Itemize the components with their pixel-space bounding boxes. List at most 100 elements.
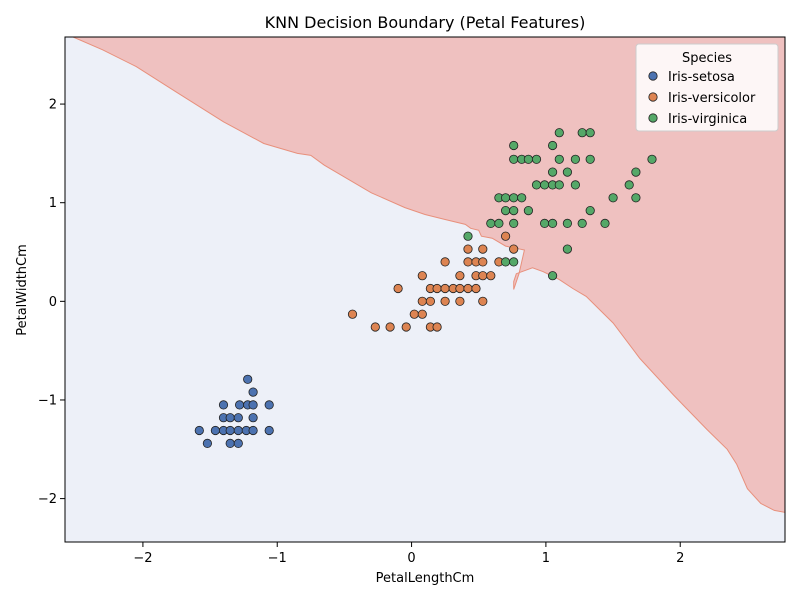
point-iris-setosa bbox=[225, 413, 235, 423]
point-iris-virginica bbox=[486, 218, 496, 228]
point-iris-virginica bbox=[509, 193, 519, 203]
point-iris-virginica bbox=[500, 193, 511, 203]
point-iris-setosa bbox=[202, 438, 212, 448]
x-tick-label: −1 bbox=[268, 551, 287, 566]
point-iris-virginica bbox=[562, 167, 573, 177]
chart-title: KNN Decision Boundary (Petal Features) bbox=[265, 13, 586, 32]
point-iris-virginica bbox=[631, 167, 641, 177]
point-iris-versicolor bbox=[432, 283, 442, 294]
point-iris-virginica bbox=[509, 206, 519, 216]
point-iris-versicolor bbox=[486, 271, 496, 281]
y-tick-label: −1 bbox=[38, 393, 57, 408]
point-iris-versicolor bbox=[370, 322, 380, 332]
x-tick-label: −2 bbox=[133, 551, 152, 566]
point-iris-setosa bbox=[233, 425, 243, 436]
point-iris-versicolor bbox=[463, 283, 473, 294]
legend-box bbox=[635, 43, 779, 132]
legend-label: Iris-virginica bbox=[668, 112, 747, 127]
x-tick-label: 2 bbox=[676, 551, 684, 566]
point-iris-virginica bbox=[539, 218, 550, 228]
point-iris-virginica bbox=[554, 180, 564, 190]
point-iris-virginica bbox=[600, 218, 610, 228]
point-iris-versicolor bbox=[347, 309, 358, 319]
point-iris-versicolor bbox=[432, 322, 442, 332]
point-iris-versicolor bbox=[401, 322, 411, 332]
point-iris-virginica bbox=[570, 180, 581, 190]
point-iris-virginica bbox=[523, 206, 534, 216]
point-iris-versicolor bbox=[385, 322, 395, 332]
point-iris-setosa bbox=[225, 425, 235, 436]
x-tick-label: 1 bbox=[542, 551, 550, 566]
point-iris-setosa bbox=[264, 400, 274, 410]
point-iris-virginica bbox=[531, 180, 542, 190]
point-iris-virginica bbox=[585, 206, 595, 216]
point-iris-setosa bbox=[248, 400, 258, 410]
point-iris-virginica bbox=[647, 154, 657, 164]
y-tick-label: 0 bbox=[49, 295, 57, 310]
legend-marker bbox=[648, 71, 658, 81]
point-iris-virginica bbox=[585, 128, 595, 138]
point-iris-virginica bbox=[509, 154, 519, 164]
x-tick-label: 0 bbox=[407, 551, 415, 566]
point-iris-virginica bbox=[554, 154, 564, 164]
point-iris-versicolor bbox=[440, 257, 450, 267]
point-iris-setosa bbox=[194, 425, 204, 436]
y-tick-label: 1 bbox=[49, 196, 57, 211]
point-iris-versicolor bbox=[409, 309, 419, 319]
point-iris-versicolor bbox=[478, 244, 488, 254]
point-iris-virginica bbox=[585, 154, 595, 164]
point-iris-setosa bbox=[210, 425, 220, 436]
point-iris-setosa bbox=[248, 413, 258, 423]
point-iris-versicolor bbox=[500, 231, 511, 241]
point-iris-versicolor bbox=[509, 244, 519, 254]
point-iris-virginica bbox=[517, 193, 527, 203]
data-points bbox=[194, 128, 657, 448]
point-iris-setosa bbox=[233, 438, 243, 448]
legend: Species Iris-setosa Iris-versicolor Iris-v… bbox=[635, 43, 779, 132]
decision-regions bbox=[65, 37, 785, 542]
point-iris-virginica bbox=[509, 218, 519, 228]
point-iris-virginica bbox=[531, 154, 542, 164]
point-iris-setosa bbox=[235, 400, 245, 410]
point-iris-versicolor bbox=[417, 271, 427, 281]
legend-marker bbox=[648, 113, 658, 123]
point-iris-versicolor bbox=[417, 296, 427, 306]
point-iris-virginica bbox=[509, 257, 519, 267]
point-iris-versicolor bbox=[455, 271, 465, 281]
point-iris-virginica bbox=[608, 193, 618, 203]
point-iris-versicolor bbox=[425, 296, 435, 306]
point-iris-versicolor bbox=[440, 283, 450, 294]
point-iris-virginica bbox=[554, 128, 564, 138]
point-iris-setosa bbox=[225, 438, 235, 448]
point-iris-virginica bbox=[577, 218, 587, 228]
point-iris-setosa bbox=[218, 400, 229, 410]
point-iris-virginica bbox=[539, 180, 550, 190]
point-iris-virginica bbox=[631, 193, 641, 203]
region-iris-virginica bbox=[72, 37, 785, 513]
point-iris-setosa bbox=[264, 425, 274, 436]
point-iris-versicolor bbox=[455, 283, 465, 294]
point-iris-virginica bbox=[509, 140, 519, 151]
x-axis-label: PetalLengthCm bbox=[376, 571, 475, 586]
point-iris-versicolor bbox=[393, 283, 403, 294]
point-iris-virginica bbox=[577, 128, 587, 138]
point-iris-setosa bbox=[248, 387, 258, 397]
point-iris-versicolor bbox=[440, 296, 450, 306]
point-iris-virginica bbox=[547, 271, 558, 281]
point-iris-versicolor bbox=[417, 309, 427, 319]
point-iris-setosa bbox=[248, 425, 258, 436]
point-iris-versicolor bbox=[463, 257, 473, 267]
y-tick-label: 2 bbox=[49, 98, 57, 113]
plot-frame bbox=[64, 36, 786, 543]
y-tick-label: −2 bbox=[38, 492, 57, 507]
point-iris-versicolor bbox=[478, 296, 488, 306]
point-iris-setosa bbox=[243, 374, 253, 384]
point-iris-setosa bbox=[233, 413, 243, 423]
point-iris-virginica bbox=[500, 257, 511, 267]
point-iris-versicolor bbox=[478, 271, 488, 281]
point-iris-virginica bbox=[562, 244, 573, 254]
point-iris-virginica bbox=[500, 206, 511, 216]
point-iris-virginica bbox=[494, 218, 504, 228]
legend-label: Iris-versicolor bbox=[668, 91, 756, 106]
